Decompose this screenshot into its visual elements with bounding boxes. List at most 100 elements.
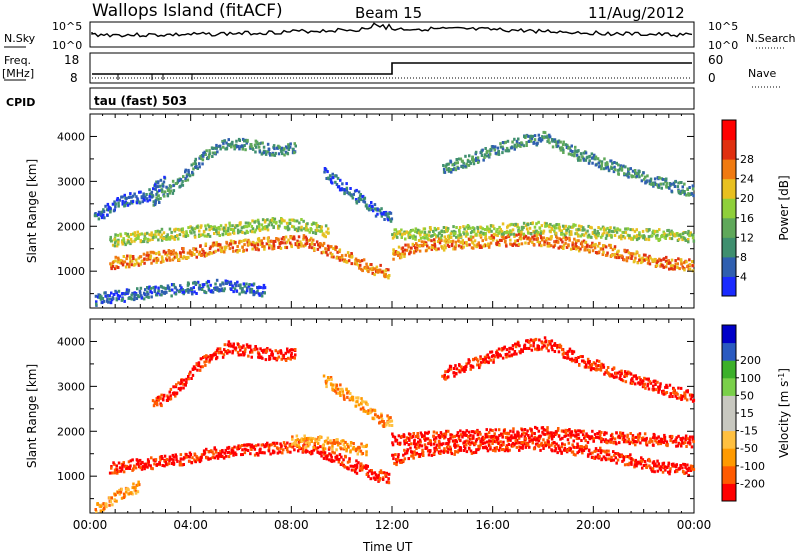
- data-cell: [160, 238, 164, 242]
- data-cell: [652, 229, 655, 233]
- data-cell: [555, 236, 559, 240]
- data-cell: [607, 449, 610, 453]
- data-cell: [680, 398, 683, 401]
- data-cell: [150, 456, 153, 460]
- data-cell: [518, 344, 521, 348]
- data-cell: [574, 242, 577, 246]
- data-cell: [385, 471, 388, 475]
- data-cell: [635, 171, 638, 175]
- data-cell: [652, 432, 656, 436]
- data-cell: [394, 453, 397, 457]
- data-cell: [658, 238, 662, 242]
- data-cell: [623, 463, 627, 467]
- data-cell: [497, 347, 501, 351]
- data-cell: [556, 240, 560, 244]
- data-cell: [466, 439, 469, 443]
- data-cell: [181, 183, 185, 187]
- data-cell: [629, 440, 633, 444]
- data-cell: [441, 229, 444, 233]
- data-cell: [429, 442, 433, 445]
- data-cell: [599, 451, 603, 455]
- data-cell: [291, 444, 295, 448]
- data-cell: [521, 432, 524, 436]
- data-cell: [606, 226, 609, 230]
- data-cell: [490, 434, 493, 438]
- data-cell: [443, 447, 446, 451]
- data-cell: [363, 265, 367, 269]
- data-cell: [484, 147, 487, 150]
- data-cell: [409, 233, 412, 237]
- data-cell: [186, 251, 190, 255]
- data-cell: [420, 444, 424, 448]
- data-cell: [498, 243, 501, 247]
- data-cell: [323, 170, 326, 174]
- data-cell: [599, 433, 602, 437]
- data-cell: [530, 137, 534, 140]
- data-cell: [570, 144, 573, 148]
- data-cell: [479, 230, 483, 234]
- data-cell: [626, 227, 630, 231]
- data-cell: [460, 245, 463, 249]
- data-cell: [144, 195, 147, 199]
- data-cell: [608, 233, 611, 237]
- data-cell: [391, 434, 395, 438]
- data-cell: [219, 245, 222, 249]
- data-cell: [124, 232, 127, 236]
- data-cell: [600, 162, 604, 166]
- data-cell: [577, 158, 580, 162]
- data-cell: [190, 226, 194, 230]
- data-cell: [246, 286, 249, 290]
- data-cell: [685, 445, 688, 448]
- data-cell: [444, 240, 448, 244]
- data-cell: [429, 226, 432, 230]
- data-cell: [572, 445, 575, 449]
- data-cell: [684, 438, 687, 442]
- data-cell: [602, 244, 605, 248]
- data-cell: [615, 442, 618, 446]
- data-cell: [585, 156, 589, 160]
- data-cell: [252, 293, 255, 297]
- data-cell: [176, 178, 180, 182]
- data-cell: [549, 244, 553, 248]
- data-cell: [584, 365, 588, 369]
- data-cell: [563, 447, 567, 450]
- data-cell: [354, 198, 358, 201]
- data-cell: [635, 174, 639, 178]
- data-cell: [555, 143, 558, 147]
- data-cell: [629, 381, 633, 385]
- data-cell: [518, 232, 521, 236]
- data-cell: [459, 240, 462, 244]
- data-cell: [481, 445, 485, 449]
- data-cell: [625, 371, 628, 375]
- data-cell: [608, 229, 611, 232]
- data-cell: [506, 139, 510, 143]
- data-cell: [168, 289, 171, 292]
- data-cell: [649, 177, 653, 181]
- data-cell: [414, 246, 417, 250]
- data-cell: [560, 245, 564, 249]
- data-cell: [623, 373, 627, 377]
- data-cell: [261, 218, 265, 222]
- data-cell: [474, 442, 477, 446]
- data-cell: [410, 450, 413, 454]
- data-cell: [690, 466, 694, 470]
- data-cell: [219, 224, 223, 228]
- data-cell: [584, 151, 588, 155]
- data-cell: [606, 251, 609, 255]
- data-cell: [528, 139, 532, 143]
- data-cell: [486, 449, 490, 453]
- data-cell: [581, 433, 585, 437]
- data-cell: [594, 242, 597, 246]
- data-cell: [449, 168, 452, 171]
- data-cell: [430, 453, 434, 457]
- data-cell: [527, 434, 530, 437]
- data-cell: [529, 427, 532, 431]
- data-cell: [635, 228, 638, 232]
- data-cell: [528, 340, 531, 343]
- data-cell: [397, 245, 401, 249]
- data-cell: [446, 243, 450, 247]
- data-cell: [128, 195, 132, 199]
- data-cell: [465, 362, 468, 366]
- data-cell: [343, 397, 346, 401]
- data-cell: [138, 232, 142, 236]
